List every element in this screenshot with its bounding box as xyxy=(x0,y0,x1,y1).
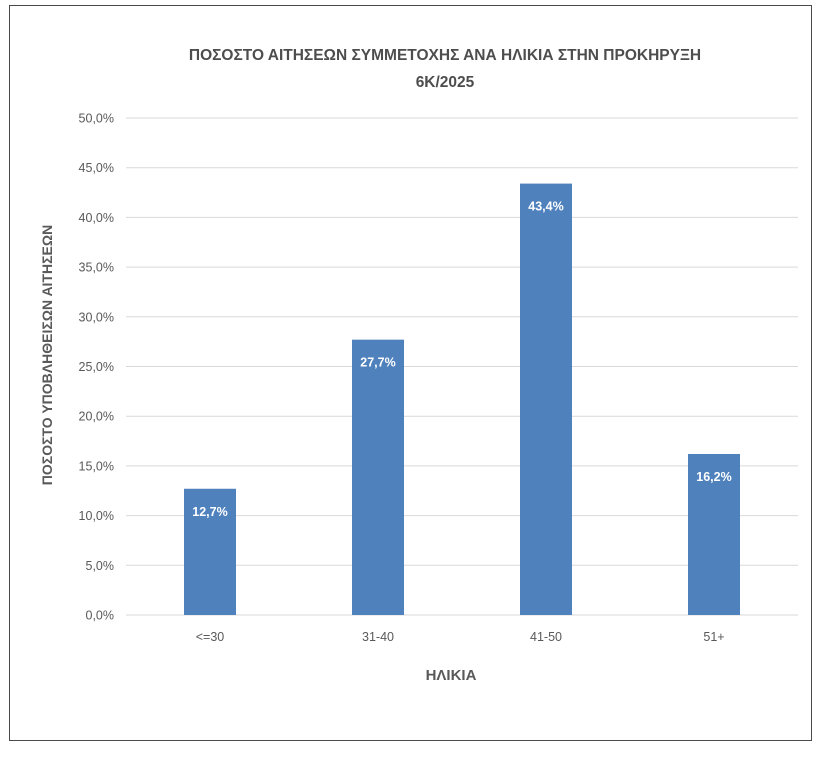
bar xyxy=(352,339,404,615)
y-tick-labels: 0,0% 5,0% 10,0% 15,0% 20,0% 25,0% 30,0% 35,0% 40… xyxy=(79,112,114,623)
bar xyxy=(520,183,572,615)
chart-frame xyxy=(9,5,812,741)
gridlines xyxy=(126,117,798,616)
y-tick-label: 50,0% xyxy=(79,112,114,126)
y-tick-label: 25,0% xyxy=(79,360,114,374)
data-label: 43,4% xyxy=(528,200,563,214)
y-tick-label: 15,0% xyxy=(79,459,114,473)
y-tick-label: 35,0% xyxy=(79,261,114,275)
x-tick-label: 41-50 xyxy=(530,630,562,644)
bars xyxy=(184,183,740,615)
y-axis-label: ΠΟΣΟΣΤΟ ΥΠΟΒΛΗΘΕΙΣΩΝ ΑΙΤΗΣΕΩΝ xyxy=(39,225,55,485)
bar xyxy=(184,488,236,615)
x-tick-label: 31-40 xyxy=(362,630,394,644)
y-tick-label: 5,0% xyxy=(86,559,115,573)
chart-subtitle: 6Κ/2025 xyxy=(415,74,475,91)
chart-title: ΠΟΣΟΣΤΟ ΑΙΤΗΣΕΩΝ ΣΥΜΜΕΤΟΧΗΣ ΑΝΑ ΗΛΙΚΙΑ Σ… xyxy=(188,47,702,64)
data-label: 16,2% xyxy=(696,470,731,484)
y-tick-label: 40,0% xyxy=(79,211,114,225)
y-tick-label: 20,0% xyxy=(79,410,114,424)
x-axis-label: ΗΛΙΚΙΑ xyxy=(426,667,477,684)
x-tick-labels: <=30 31-40 41-50 51+ xyxy=(196,630,725,644)
y-tick-label: 10,0% xyxy=(79,509,114,523)
data-labels: 12,7% 27,7% 43,4% 16,2% xyxy=(192,200,731,519)
chart-title-block: ΠΟΣΟΣΤΟ ΑΙΤΗΣΕΩΝ ΣΥΜΜΕΤΟΧΗΣ ΑΝΑ ΗΛΙΚΙΑ Σ… xyxy=(110,42,780,96)
y-tick-label: 30,0% xyxy=(79,310,114,324)
y-tick-label: 45,0% xyxy=(79,161,114,175)
x-tick-label: 51+ xyxy=(703,630,724,644)
data-label: 27,7% xyxy=(360,356,395,370)
y-tick-label: 0,0% xyxy=(86,609,115,623)
data-label: 12,7% xyxy=(192,505,227,519)
bar xyxy=(688,453,740,615)
x-tick-label: <=30 xyxy=(196,630,225,644)
